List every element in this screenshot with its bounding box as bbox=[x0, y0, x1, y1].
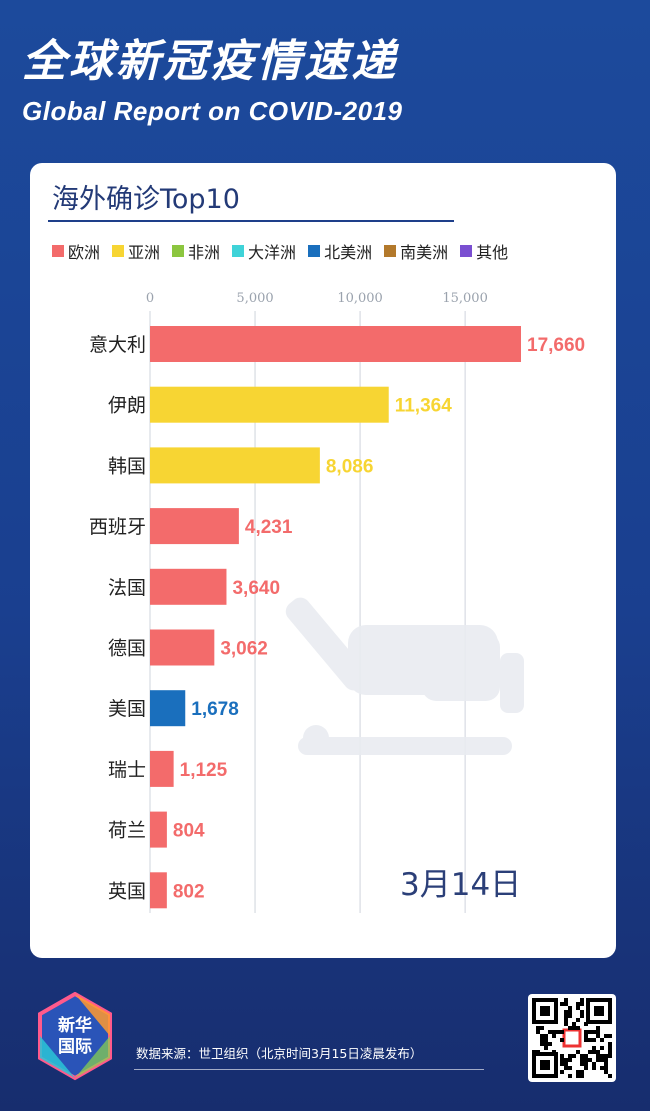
legend-label: 欧洲 bbox=[68, 243, 101, 262]
header: 全球新冠疫情速递 Global Report on COVID-2019 bbox=[22, 40, 402, 127]
chart-card: 海外确诊Top10 欧洲 亚洲 非洲 大洋洲 北美洲 南美洲 其他 0 5,000 10,000… bbox=[30, 163, 616, 958]
bar bbox=[150, 750, 174, 787]
logo-line2: 国际 bbox=[58, 1037, 92, 1057]
category-label: 法国 bbox=[108, 577, 146, 599]
category-label: 伊朗 bbox=[108, 395, 146, 417]
x-tick-label: 10,000 bbox=[337, 291, 383, 306]
date-label: 3月14日 bbox=[400, 867, 522, 903]
value-label: 1,125 bbox=[180, 760, 228, 781]
qr-code[interactable] bbox=[528, 994, 616, 1082]
data-source: 数据来源：世卫组织（北京时间3月15日凌晨发布） bbox=[136, 1046, 423, 1061]
value-label: 802 bbox=[173, 881, 205, 902]
logo-line1: 新华 bbox=[58, 1016, 92, 1036]
qr-code-icon bbox=[532, 998, 612, 1078]
bar bbox=[150, 568, 227, 605]
category-label: 美国 bbox=[108, 698, 146, 720]
legend-swatch bbox=[460, 245, 473, 257]
legend-swatch bbox=[172, 245, 185, 257]
xinhua-logo: 新华 国际 bbox=[36, 991, 114, 1082]
value-label: 3,062 bbox=[220, 639, 268, 660]
bars: 意大利 17,660 伊朗 11,364 韩国 8,086 西班牙 4,231 法国 3,640 德… bbox=[89, 326, 585, 909]
legend-label: 其他 bbox=[476, 243, 509, 262]
legend-label: 亚洲 bbox=[128, 243, 161, 262]
value-label: 8,086 bbox=[326, 456, 374, 477]
legend-label: 南美洲 bbox=[400, 243, 449, 262]
legend-swatch bbox=[52, 245, 64, 257]
legend: 欧洲 亚洲 非洲 大洋洲 北美洲 南美洲 其他 bbox=[52, 239, 508, 263]
legend-item: 非洲 bbox=[172, 239, 220, 263]
value-label: 4,231 bbox=[245, 517, 293, 538]
bar bbox=[150, 386, 389, 423]
legend-label: 大洋洲 bbox=[248, 243, 297, 262]
legend-item: 亚洲 bbox=[112, 239, 160, 263]
bar-chart: 0 5,000 10,000 15,000 意大利 17,660 伊朗 11,364 韩国 8,… bbox=[89, 291, 585, 913]
category-label: 西班牙 bbox=[89, 516, 146, 538]
category-label: 荷兰 bbox=[108, 820, 146, 842]
value-label: 804 bbox=[173, 821, 205, 842]
category-label: 德国 bbox=[108, 638, 146, 660]
legend-item: 其他 bbox=[460, 239, 508, 263]
bar bbox=[150, 629, 215, 666]
x-tick-label: 0 bbox=[146, 291, 154, 306]
bar bbox=[150, 811, 167, 848]
legend-swatch bbox=[308, 245, 321, 257]
page-title: 全球新冠疫情速递 bbox=[22, 36, 398, 87]
bar bbox=[150, 872, 167, 909]
bar bbox=[150, 447, 320, 484]
value-label: 17,660 bbox=[527, 335, 585, 356]
source-divider bbox=[134, 1069, 484, 1070]
legend-label: 非洲 bbox=[188, 243, 221, 262]
category-label: 瑞士 bbox=[108, 759, 146, 781]
category-label: 意大利 bbox=[89, 334, 146, 356]
page-subtitle: Global Report on COVID-2019 bbox=[22, 96, 403, 126]
watermark-icon bbox=[285, 597, 524, 755]
legend-swatch bbox=[112, 245, 125, 257]
category-label: 韩国 bbox=[108, 455, 146, 477]
title-divider bbox=[48, 220, 454, 222]
bar bbox=[150, 508, 239, 545]
x-tick-label: 15,000 bbox=[442, 291, 488, 306]
value-label: 11,364 bbox=[395, 396, 452, 417]
legend-item: 欧洲 bbox=[52, 239, 100, 263]
legend-item: 北美洲 bbox=[308, 239, 372, 263]
x-tick-label: 5,000 bbox=[236, 291, 273, 306]
category-label: 英国 bbox=[108, 880, 146, 902]
chart-title: 海外确诊Top10 bbox=[52, 184, 240, 215]
legend-swatch bbox=[384, 245, 397, 257]
legend-item: 南美洲 bbox=[384, 239, 448, 263]
value-label: 1,678 bbox=[191, 699, 239, 720]
legend-swatch bbox=[232, 245, 245, 257]
bar bbox=[150, 690, 186, 727]
legend-item: 大洋洲 bbox=[232, 239, 296, 263]
value-label: 3,640 bbox=[232, 578, 280, 599]
legend-label: 北美洲 bbox=[324, 243, 373, 262]
bar bbox=[150, 326, 521, 362]
